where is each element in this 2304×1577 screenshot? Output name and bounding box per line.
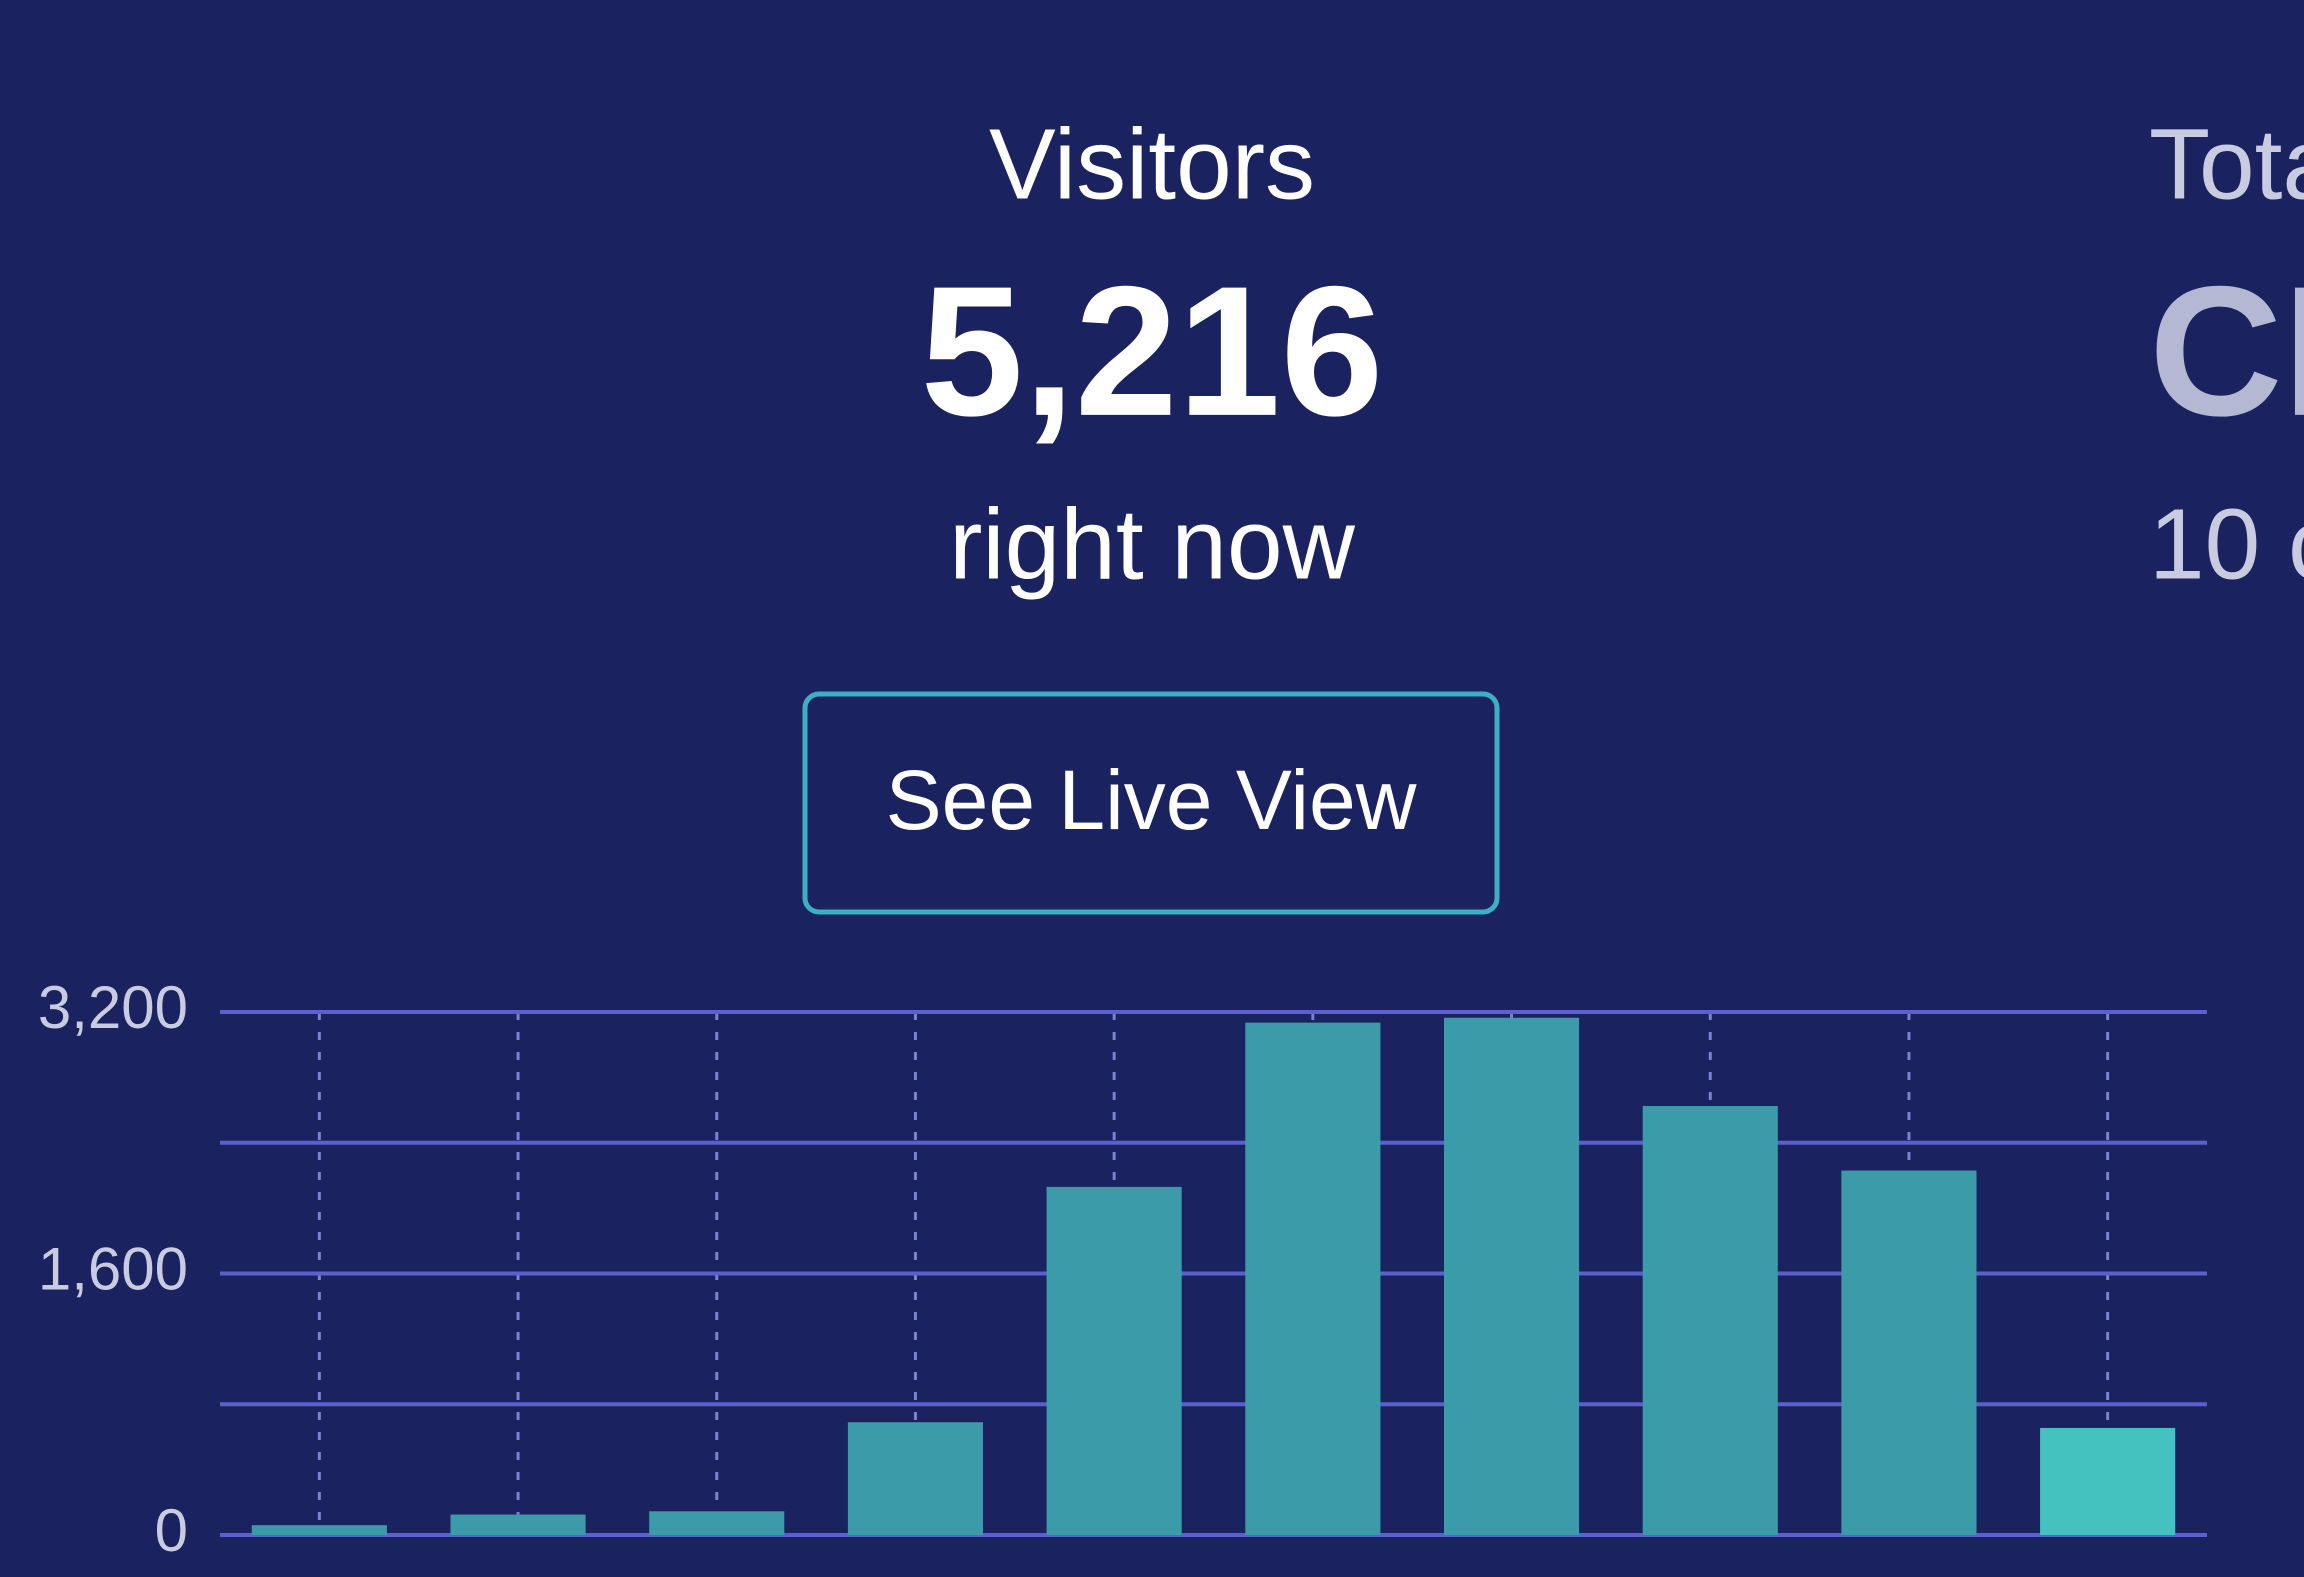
y-tick-label: 1,600 [38,1235,188,1302]
bar [1245,1022,1381,1535]
bar [1841,1170,1977,1535]
side-subtitle: 10 c [2149,488,2304,600]
bar [649,1511,785,1535]
bar [847,1422,984,1535]
bar [450,1514,586,1535]
button-frame[interactable] [802,691,1500,915]
y-tick-label: 3,200 [38,974,188,1041]
side-title: Tota [2149,108,2304,220]
card-subtitle: right now [949,488,1356,600]
bar [1046,1186,1182,1535]
bar [1443,1017,1580,1535]
button-label[interactable]: See Live View [886,753,1417,847]
live-view-button[interactable]: See Live View [802,691,1500,915]
bar [1642,1105,1778,1535]
chart: 0 1,600 3,200 [38,974,2207,1564]
bar [251,1525,387,1535]
side-value: CL [2149,249,2304,455]
card-title: Visitors [989,108,1315,220]
card-value: 5,216 [921,249,1384,455]
bar [2040,1427,2176,1535]
y-tick-label: 0 [155,1497,188,1564]
